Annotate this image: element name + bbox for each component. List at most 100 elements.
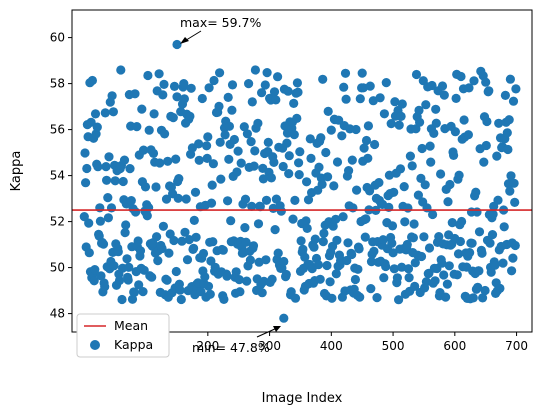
- kappa-point: [127, 294, 138, 304]
- kappa-point: [279, 313, 289, 323]
- kappa-point: [487, 230, 498, 240]
- kappa-point: [426, 157, 436, 167]
- kappa-point: [357, 68, 367, 78]
- kappa-point: [95, 216, 105, 226]
- y-tick-label: 48: [50, 307, 65, 321]
- kappa-point: [142, 211, 152, 221]
- kappa-point: [510, 197, 520, 207]
- kappa-point: [208, 159, 218, 169]
- kappa-point: [455, 236, 465, 247]
- kappa-point: [444, 261, 454, 271]
- kappa-point: [508, 253, 518, 263]
- kappa-point: [429, 128, 439, 138]
- kappa-point: [247, 97, 257, 107]
- legend-mean-label: Mean: [114, 318, 148, 333]
- kappa-point: [375, 93, 385, 103]
- kappa-point: [174, 174, 184, 184]
- kappa-point: [395, 164, 406, 174]
- kappa-point: [366, 257, 377, 267]
- kappa-point: [258, 174, 268, 184]
- kappa-point: [430, 276, 440, 286]
- kappa-point: [479, 157, 489, 167]
- kappa-point: [328, 221, 338, 231]
- kappa-point: [361, 214, 371, 224]
- kappa-point: [80, 148, 90, 158]
- kappa-point: [292, 78, 302, 88]
- kappa-point: [428, 209, 438, 220]
- kappa-point: [282, 138, 292, 148]
- kappa-point: [100, 282, 110, 292]
- kappa-point: [179, 94, 189, 104]
- kappa-point: [424, 243, 435, 253]
- kappa-point: [140, 182, 151, 192]
- kappa-point: [168, 113, 178, 123]
- kappa-point: [450, 127, 460, 137]
- kappa-point: [229, 134, 239, 145]
- kappa-point: [482, 116, 492, 127]
- kappa-point: [206, 198, 217, 208]
- kappa-point: [419, 232, 429, 242]
- kappa-point: [240, 223, 250, 233]
- kappa-point: [104, 152, 114, 162]
- kappa-point: [481, 140, 491, 151]
- kappa-point: [318, 74, 328, 84]
- kappa-point: [158, 221, 168, 231]
- y-axis-ticks: 48 50 52 54 56 58 60: [50, 31, 72, 321]
- kappa-point: [386, 119, 396, 129]
- kappa-point: [139, 145, 149, 155]
- kappa-point: [338, 212, 348, 222]
- kappa-point: [392, 273, 402, 283]
- kappa-point: [457, 216, 467, 227]
- kappa-point: [411, 69, 422, 80]
- kappa-point: [109, 261, 119, 271]
- kappa-point: [417, 143, 427, 154]
- kappa-point: [284, 169, 294, 179]
- kappa-point: [90, 109, 101, 119]
- kappa-point: [350, 274, 360, 285]
- kappa-point: [89, 276, 99, 286]
- kappa-point: [79, 212, 89, 222]
- kappa-point: [257, 288, 267, 298]
- kappa-point: [464, 83, 474, 93]
- kappa-point: [337, 131, 347, 141]
- kappa-point: [90, 265, 100, 275]
- kappa-point: [248, 241, 259, 251]
- kappa-point: [352, 185, 362, 195]
- kappa-point: [283, 86, 293, 96]
- kappa-point: [355, 292, 365, 302]
- kappa-point: [191, 232, 201, 242]
- kappa-point: [215, 68, 225, 78]
- kappa-point: [340, 68, 351, 78]
- kappa-point: [200, 272, 210, 282]
- kappa-point: [454, 170, 464, 180]
- kappa-point: [404, 273, 414, 283]
- kappa-point: [263, 137, 273, 147]
- kappa-point: [177, 236, 187, 246]
- kappa-point: [253, 219, 264, 229]
- kappa-point: [269, 157, 279, 167]
- y-tick-label: 56: [50, 123, 65, 137]
- kappa-point: [231, 267, 241, 277]
- kappa-point: [296, 236, 306, 246]
- kappa-point: [347, 155, 357, 165]
- kappa-point: [149, 109, 159, 119]
- kappa-point: [396, 111, 406, 121]
- kappa-point: [190, 187, 201, 197]
- kappa-point: [173, 193, 183, 203]
- x-tick-label: 700: [505, 339, 528, 353]
- kappa-point: [224, 121, 234, 131]
- y-tick-label: 58: [50, 77, 65, 91]
- kappa-point: [323, 172, 333, 182]
- kappa-point: [261, 255, 271, 265]
- kappa-point: [157, 243, 167, 254]
- kappa-point: [321, 147, 331, 158]
- kappa-point: [413, 190, 423, 200]
- kappa-point: [93, 162, 103, 172]
- kappa-point: [381, 261, 391, 272]
- kappa-point: [154, 69, 164, 79]
- kappa-point: [123, 275, 133, 285]
- kappa-point: [300, 252, 310, 262]
- kappa-point: [322, 260, 332, 271]
- kappa-point: [394, 120, 404, 130]
